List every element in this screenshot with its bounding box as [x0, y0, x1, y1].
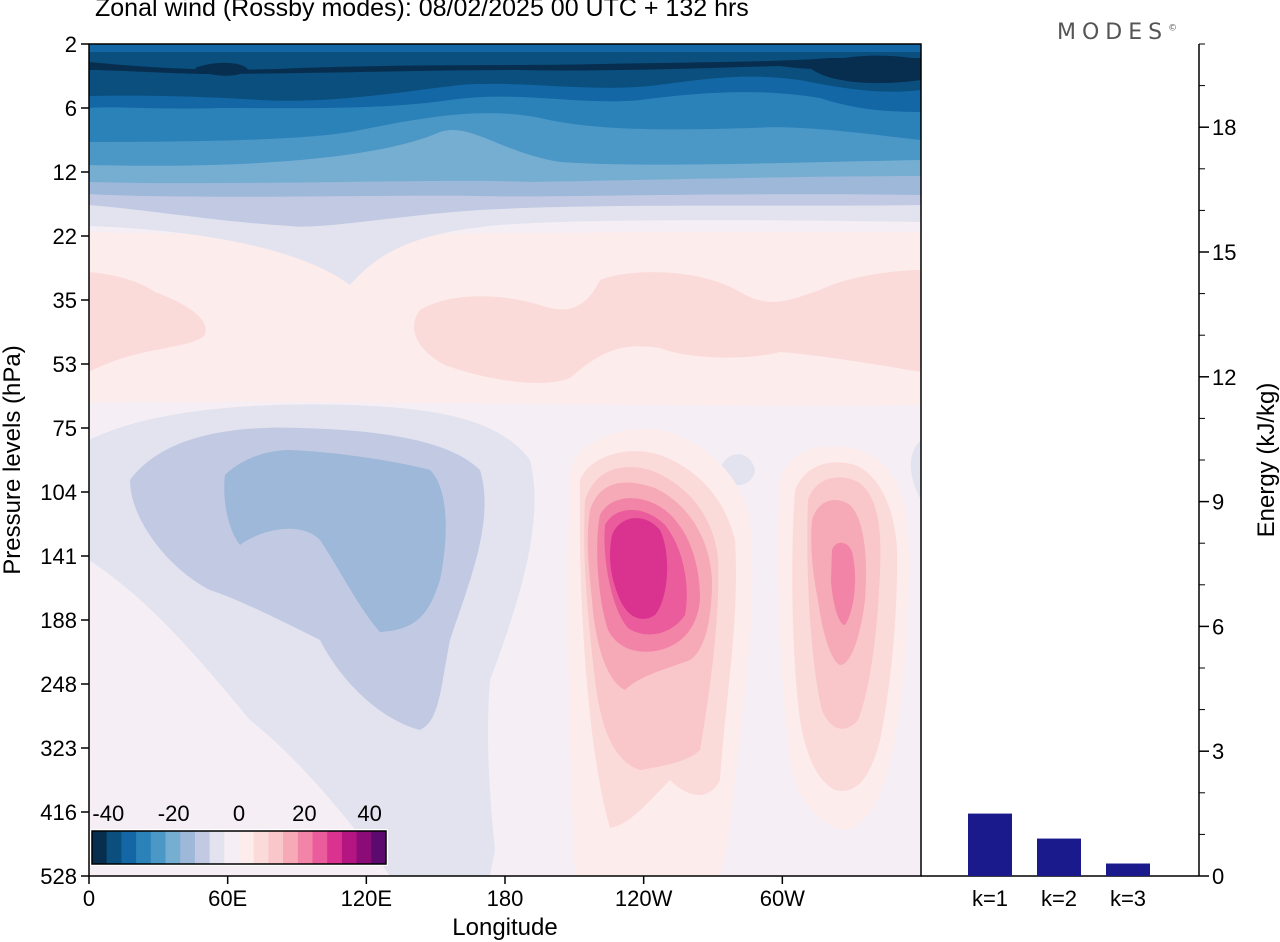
contour-l-4: [910, 440, 921, 500]
y-tick-label: 75: [53, 416, 77, 441]
colorbar-tick-label: 40: [357, 801, 381, 826]
wind-contour-field: [89, 44, 921, 876]
x-tick-label: 60E: [208, 886, 247, 911]
colorbar: -40 -20 0 20 40: [90, 801, 388, 866]
colorbar-swatch: [92, 831, 108, 864]
energy-bar: [968, 813, 1012, 876]
x-tick-label: 120W: [615, 886, 673, 911]
colorbar-swatch: [136, 831, 152, 864]
colorbar-swatch: [341, 831, 358, 864]
chart-title: Zonal wind (Rossby modes): 08/02/2025 00…: [95, 0, 749, 22]
y-tick-label: 528: [40, 864, 77, 889]
energy-bar-label: k=3: [1110, 886, 1146, 911]
colorbar-swatch: [356, 831, 372, 864]
y-tick-label: 248: [40, 672, 77, 697]
energy-tick-label: 18: [1212, 115, 1236, 140]
contour-l-2: [224, 450, 446, 632]
energy-tick-label: 9: [1212, 490, 1224, 515]
y-tick-label: 188: [40, 608, 77, 633]
energy-tick-label: 6: [1212, 614, 1224, 639]
y-tick-label: 2: [65, 32, 77, 57]
logo-mark: ©: [1168, 23, 1178, 34]
energy-panel: [921, 44, 1200, 877]
colorbar-swatch: [283, 831, 299, 864]
x-tick-label: 180: [487, 886, 524, 911]
colorbar-tick-label: 0: [233, 801, 245, 826]
energy-tick-label: 3: [1212, 739, 1224, 764]
x-tick-label: 0: [83, 886, 95, 911]
y-tick-label: 323: [40, 736, 77, 761]
y-tick-label: 22: [53, 224, 77, 249]
contour-w2-4: [831, 542, 856, 625]
energy-tick-label: 0: [1212, 864, 1224, 889]
y-tick-label: 416: [40, 800, 77, 825]
energy-axis: 0 3 6 9 12 15 18: [1199, 43, 1236, 889]
energy-bars: k=1 k=2 k=3: [968, 813, 1150, 911]
contour-e-10: [195, 62, 248, 76]
colorbar-swatch: [209, 831, 225, 864]
x-axis-title: Longitude: [452, 914, 557, 941]
y-tick-label: 12: [53, 160, 77, 185]
contour-westerly-west: [89, 272, 206, 372]
colorbar-swatch: [165, 831, 181, 864]
y-tick-label: 6: [65, 96, 77, 121]
energy-bar: [1037, 838, 1081, 876]
colorbar-swatch: [180, 831, 196, 864]
colorbar-swatch: [327, 831, 343, 864]
energy-bar-label: k=2: [1041, 886, 1077, 911]
colorbar-swatch: [268, 831, 284, 864]
longitude-axis: 0 60E 120E 180 120W 60W: [83, 876, 805, 911]
contour-e-9: [810, 55, 921, 84]
colorbar-swatch: [224, 831, 240, 864]
contour-westerly-center: [414, 270, 921, 383]
y-tick-label: 141: [40, 544, 77, 569]
contour-w1-6: [610, 518, 668, 619]
colorbar-swatch: [239, 831, 255, 864]
logo-text: MODES: [1057, 20, 1169, 45]
contour-e-8: [89, 58, 921, 74]
colorbar-swatch: [150, 831, 166, 864]
y-tick-label: 104: [40, 480, 77, 505]
energy-tick-label: 12: [1212, 365, 1236, 390]
x-tick-label: 120E: [341, 886, 392, 911]
y-tick-label: 35: [53, 288, 77, 313]
modes-logo: MODES©: [1057, 20, 1177, 45]
y-tick-label: 53: [53, 352, 77, 377]
x-tick-label: 60W: [760, 886, 805, 911]
colorbar-swatch: [121, 831, 137, 864]
energy-tick-label: 15: [1212, 240, 1236, 265]
colorbar-tick-label: 20: [292, 801, 316, 826]
colorbar-swatch: [312, 831, 328, 864]
colorbar-tick-label: -20: [158, 801, 190, 826]
pressure-axis: 2 6 12 22 35 53 75 104 141 188 248 323 416 528: [40, 32, 89, 889]
colorbar-swatch: [253, 831, 269, 864]
energy-axis-title: Energy (kJ/kg): [1253, 383, 1280, 538]
colorbar-swatch: [371, 831, 387, 864]
energy-bar-label: k=1: [972, 886, 1008, 911]
y-axis-title: Pressure levels (hPa): [0, 345, 26, 574]
colorbar-frame: [91, 830, 387, 865]
colorbar-swatch: [194, 831, 211, 864]
colorbar-swatch: [297, 831, 313, 864]
energy-bar: [1106, 863, 1150, 876]
colorbar-swatch: [106, 831, 122, 864]
colorbar-tick-label: -40: [92, 801, 124, 826]
